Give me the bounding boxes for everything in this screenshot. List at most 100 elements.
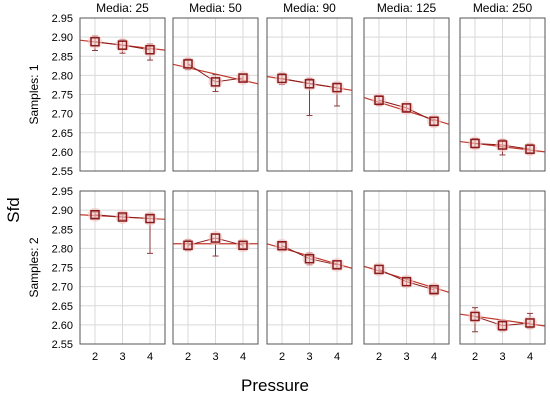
data-point	[183, 59, 193, 69]
marker-halo	[88, 34, 102, 49]
y-tick-label: 2.75	[52, 263, 73, 275]
data-point	[429, 284, 439, 295]
marker-halo	[495, 318, 510, 333]
data-point	[374, 95, 384, 105]
marker-halo	[236, 71, 250, 86]
panel-border	[363, 190, 450, 345]
marker-halo	[523, 142, 537, 157]
data-point	[183, 240, 193, 251]
x-tick-label: 4	[240, 351, 246, 363]
marker-halo	[302, 251, 317, 266]
marker-halo	[330, 80, 344, 95]
y-tick-label: 2.95	[52, 186, 73, 198]
panel-border	[172, 190, 259, 345]
panel-title: Media: 50	[189, 1, 242, 15]
y-tick-label: 2.90	[52, 32, 73, 44]
marker-halo	[275, 238, 289, 253]
marker-halo	[427, 114, 441, 129]
marker-halo	[495, 137, 510, 152]
data-point	[332, 260, 342, 270]
row-label: Samples: 1	[27, 64, 41, 124]
y-tick-label: 2.65	[52, 128, 73, 140]
x-tick-label: 3	[403, 351, 409, 363]
marker-halo	[302, 76, 317, 91]
data-point	[210, 77, 221, 87]
panel-border	[459, 190, 546, 345]
marker-halo	[399, 274, 414, 289]
data-point	[145, 44, 155, 55]
data-point	[304, 79, 315, 89]
y-tick-label: 2.85	[52, 51, 73, 63]
data-point	[117, 212, 128, 222]
x-tick-label: 4	[147, 351, 153, 363]
x-tick-label: 3	[212, 351, 218, 363]
panel-border	[363, 17, 450, 172]
data-point	[470, 311, 480, 322]
panel-border	[79, 17, 166, 172]
data-point	[401, 276, 412, 287]
x-tick-label: 2	[92, 351, 98, 363]
x-tick-label: 4	[431, 351, 437, 363]
panel-border	[79, 190, 166, 345]
marker-halo	[181, 56, 195, 71]
data-point	[497, 320, 508, 331]
y-tick-label: 2.70	[52, 282, 73, 294]
marker-halo	[236, 238, 250, 253]
data-point	[525, 318, 535, 328]
x-tick-label: 3	[306, 351, 312, 363]
marker-halo	[523, 315, 537, 330]
panel-title: Media: 250	[473, 1, 533, 15]
data-point	[210, 233, 221, 243]
marker-halo	[427, 282, 441, 297]
y-tick-label: 2.90	[52, 205, 73, 217]
data-point	[277, 240, 287, 251]
marker-halo	[143, 211, 157, 226]
y-tick-label: 2.60	[52, 320, 73, 332]
marker-halo	[115, 210, 130, 225]
panel-title: Media: 90	[283, 1, 336, 15]
marker-halo	[143, 42, 157, 57]
data-point	[470, 138, 480, 149]
data-point	[429, 116, 439, 127]
panel-border	[266, 190, 353, 345]
marker-halo	[399, 100, 414, 115]
x-tick-label: 4	[527, 351, 533, 363]
y-tick-label: 2.85	[52, 224, 73, 236]
x-tick-label: 2	[279, 351, 285, 363]
y-tick-label: 2.80	[52, 243, 73, 255]
marker-halo	[181, 238, 195, 253]
y-tick-label: 2.60	[52, 147, 73, 159]
data-point	[238, 240, 248, 251]
marker-halo	[330, 257, 344, 272]
panel-title: Media: 25	[96, 1, 149, 15]
y-tick-label: 2.55	[52, 339, 73, 351]
data-point	[90, 36, 100, 47]
row-label: Samples: 2	[27, 237, 41, 297]
data-point	[401, 103, 412, 113]
marker-halo	[208, 231, 223, 246]
y-tick-label: 2.65	[52, 301, 73, 313]
y-axis-title: Sfd	[4, 197, 23, 223]
y-tick-label: 2.70	[52, 109, 73, 121]
marker-halo	[275, 71, 289, 86]
panel-border	[459, 17, 546, 172]
data-point	[90, 209, 100, 220]
x-tick-label: 2	[376, 351, 382, 363]
panel-border	[266, 17, 353, 172]
y-tick-label: 2.75	[52, 90, 73, 102]
data-point	[332, 82, 342, 93]
x-tick-label: 4	[334, 351, 340, 363]
data-point	[238, 73, 248, 83]
marker-halo	[468, 136, 482, 151]
marker-halo	[115, 38, 130, 53]
marker-halo	[372, 262, 386, 277]
panels-layer: Samples: 1 2.55 2.60 2.65 2.70 2.75 2.80 2.85 2.…	[27, 1, 546, 363]
x-axis-title: Pressure	[241, 376, 309, 395]
data-point	[374, 264, 384, 275]
y-tick-label: 2.55	[52, 166, 73, 178]
data-point	[525, 144, 535, 154]
x-tick-label: 2	[185, 351, 191, 363]
x-tick-label: 2	[472, 351, 478, 363]
marker-halo	[208, 74, 223, 89]
